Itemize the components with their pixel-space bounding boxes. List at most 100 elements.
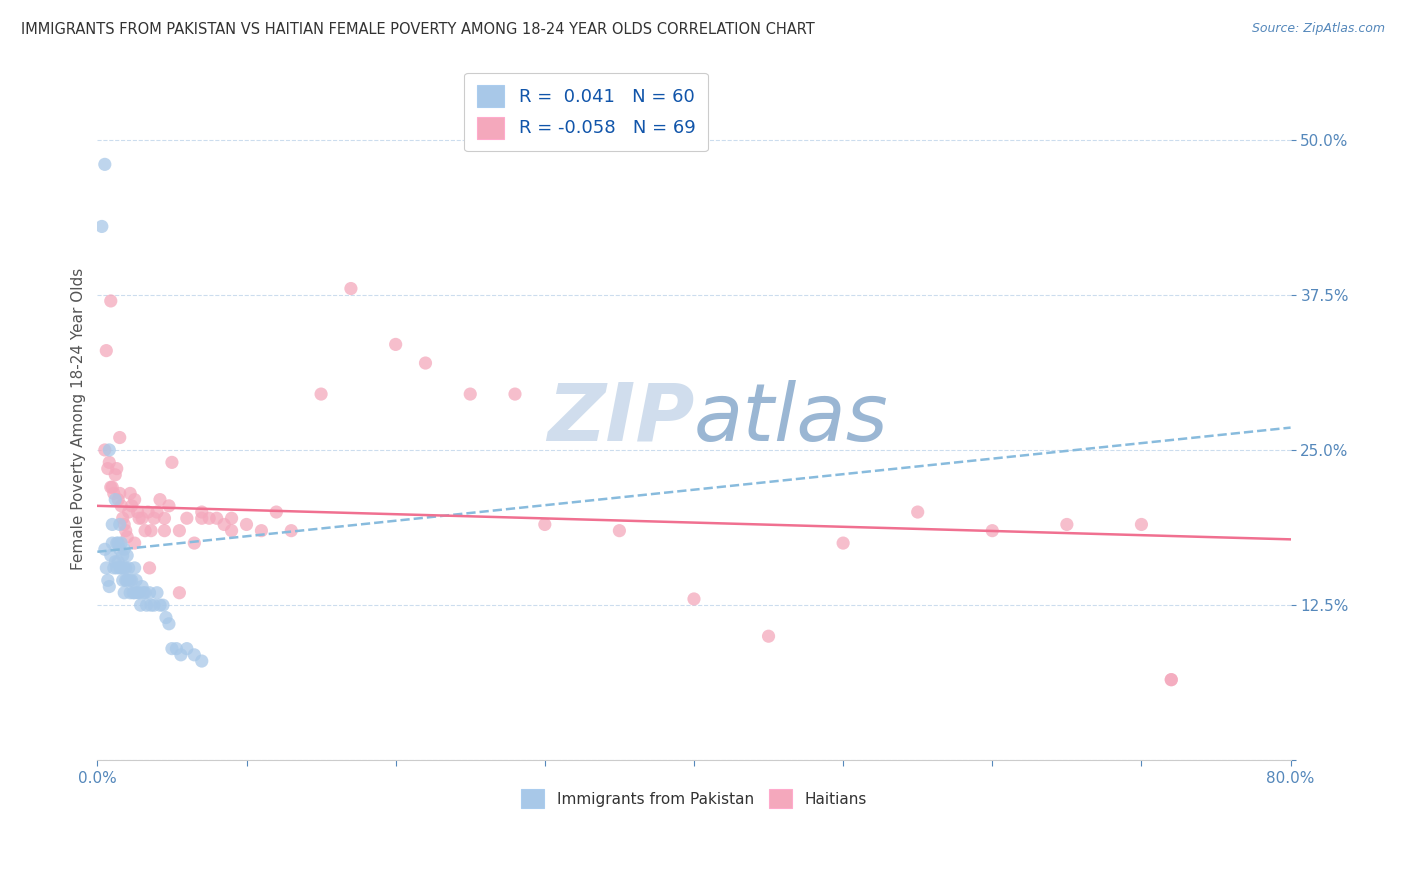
- Point: [136, 505, 159, 519]
- Point: [107, 555, 129, 569]
- Point: [128, 511, 150, 525]
- Point: [112, 561, 135, 575]
- Point: [97, 461, 120, 475]
- Point: [127, 586, 149, 600]
- Point: [100, 480, 122, 494]
- Point: [235, 517, 257, 532]
- Point: [94, 442, 117, 457]
- Point: [118, 505, 141, 519]
- Point: [152, 598, 174, 612]
- Point: [112, 586, 135, 600]
- Point: [101, 480, 124, 494]
- Point: [205, 511, 228, 525]
- Point: [115, 549, 138, 563]
- Point: [157, 499, 180, 513]
- Point: [212, 517, 235, 532]
- Point: [124, 561, 146, 575]
- Point: [120, 486, 142, 500]
- Point: [118, 561, 141, 575]
- Point: [176, 511, 198, 525]
- Point: [114, 524, 136, 538]
- Point: [122, 586, 145, 600]
- Point: [139, 598, 162, 612]
- Point: [832, 536, 855, 550]
- Point: [138, 586, 160, 600]
- Point: [907, 505, 929, 519]
- Point: [221, 524, 243, 538]
- Point: [160, 455, 183, 469]
- Text: IMMIGRANTS FROM PAKISTAN VS HAITIAN FEMALE POVERTY AMONG 18-24 YEAR OLDS CORRELA: IMMIGRANTS FROM PAKISTAN VS HAITIAN FEMA…: [21, 22, 815, 37]
- Point: [94, 542, 117, 557]
- Point: [157, 616, 180, 631]
- Point: [112, 517, 135, 532]
- Point: [124, 492, 146, 507]
- Point: [131, 511, 153, 525]
- Point: [190, 511, 212, 525]
- Point: [104, 467, 127, 482]
- Point: [135, 598, 157, 612]
- Point: [111, 511, 134, 525]
- Point: [108, 517, 131, 532]
- Point: [131, 580, 153, 594]
- Point: [190, 505, 212, 519]
- Point: [120, 574, 142, 588]
- Point: [153, 511, 176, 525]
- Point: [533, 517, 555, 532]
- Point: [98, 455, 121, 469]
- Point: [104, 492, 127, 507]
- Point: [138, 561, 160, 575]
- Point: [129, 598, 152, 612]
- Point: [198, 511, 221, 525]
- Point: [114, 561, 136, 575]
- Point: [101, 536, 124, 550]
- Point: [104, 555, 127, 569]
- Point: [94, 157, 117, 171]
- Point: [1056, 517, 1078, 532]
- Point: [112, 542, 135, 557]
- Point: [143, 598, 166, 612]
- Point: [107, 492, 129, 507]
- Point: [103, 561, 125, 575]
- Point: [132, 586, 155, 600]
- Point: [758, 629, 780, 643]
- Point: [127, 505, 149, 519]
- Point: [115, 574, 138, 588]
- Point: [96, 561, 118, 575]
- Point: [115, 530, 138, 544]
- Point: [221, 511, 243, 525]
- Point: [96, 343, 118, 358]
- Point: [103, 486, 125, 500]
- Y-axis label: Female Poverty Among 18-24 Year Olds: Female Poverty Among 18-24 Year Olds: [72, 268, 86, 570]
- Point: [110, 499, 132, 513]
- Point: [111, 574, 134, 588]
- Point: [110, 536, 132, 550]
- Text: Source: ZipAtlas.com: Source: ZipAtlas.com: [1251, 22, 1385, 36]
- Point: [146, 505, 169, 519]
- Point: [143, 511, 166, 525]
- Point: [503, 387, 526, 401]
- Point: [169, 586, 191, 600]
- Point: [134, 586, 156, 600]
- Point: [176, 641, 198, 656]
- Point: [107, 536, 129, 550]
- Point: [149, 598, 172, 612]
- Point: [609, 524, 631, 538]
- Point: [111, 549, 134, 563]
- Point: [120, 586, 142, 600]
- Point: [98, 442, 121, 457]
- Point: [183, 648, 205, 662]
- Text: ZIP: ZIP: [547, 380, 695, 458]
- Point: [97, 574, 120, 588]
- Point: [114, 574, 136, 588]
- Point: [250, 524, 273, 538]
- Point: [1160, 673, 1182, 687]
- Point: [128, 586, 150, 600]
- Point: [309, 387, 332, 401]
- Point: [90, 219, 112, 234]
- Legend: Immigrants from Pakistan, Haitians: Immigrants from Pakistan, Haitians: [516, 783, 873, 814]
- Point: [108, 561, 131, 575]
- Point: [139, 524, 162, 538]
- Point: [170, 648, 193, 662]
- Point: [110, 561, 132, 575]
- Point: [146, 586, 169, 600]
